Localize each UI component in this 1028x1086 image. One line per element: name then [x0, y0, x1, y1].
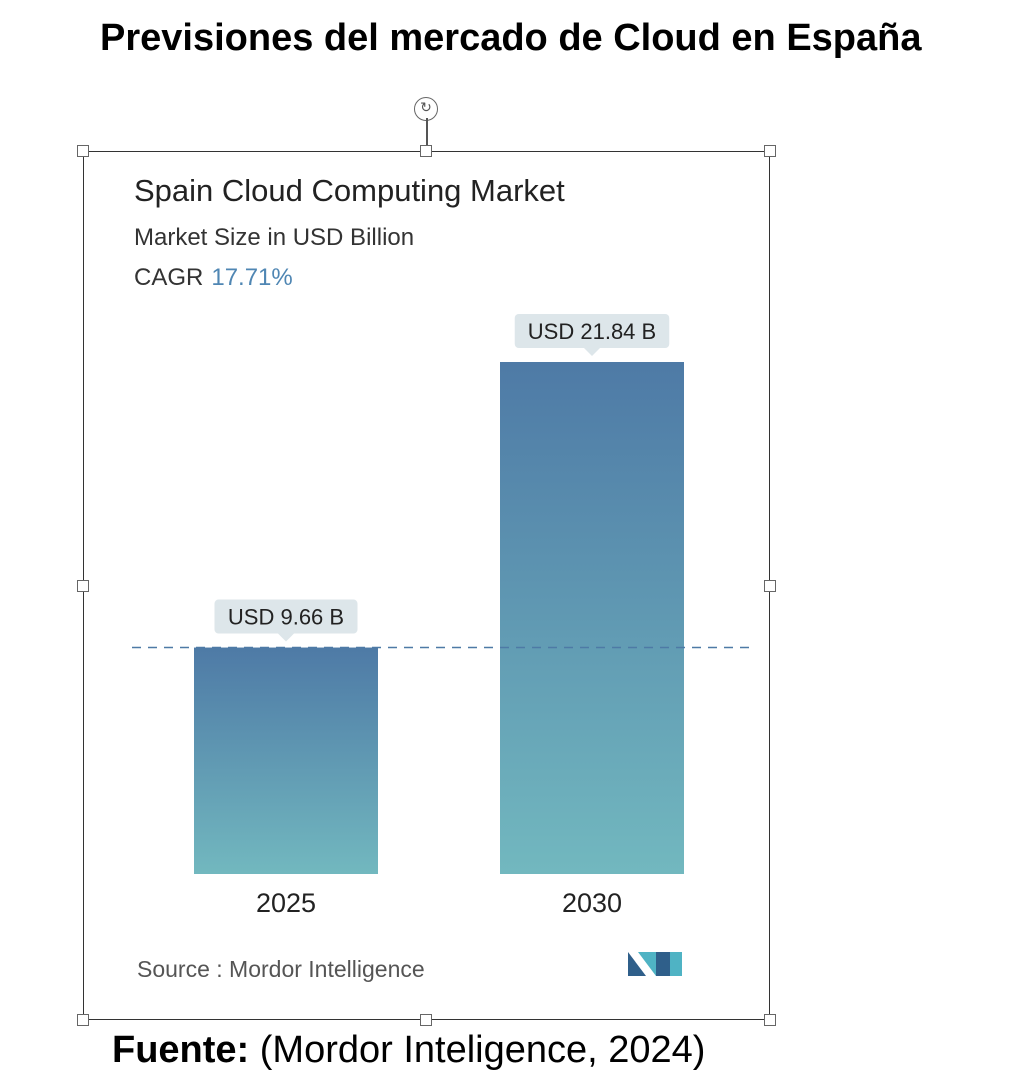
chart-source: Source : Mordor Intelligence: [137, 956, 425, 982]
resize-handle-middle-left[interactable]: [77, 580, 89, 592]
rotate-handle-stem: [426, 118, 428, 146]
cagr-label: CAGR: [134, 264, 203, 291]
data-label-bg-2025: [214, 599, 358, 634]
data-label-pointer-2025: [278, 633, 294, 642]
bar-2030: [500, 362, 684, 874]
resize-handle-middle-right[interactable]: [764, 580, 776, 592]
x-tick-label-2025: 2025: [256, 888, 316, 918]
mordor-logo-icon: [628, 952, 682, 976]
x-tick-label-2030: 2030: [562, 888, 622, 918]
footer-source: Fuente: (Mordor Inteligence, 2024): [112, 1026, 705, 1074]
resize-handle-top-center[interactable]: [420, 145, 432, 157]
resize-handle-top-left[interactable]: [77, 145, 89, 157]
resize-handle-top-right[interactable]: [764, 145, 776, 157]
chart-subtitle: Market Size in USD Billion: [134, 224, 414, 251]
data-label-pointer-2030: [584, 348, 600, 356]
footer-source-label: Fuente:: [112, 1029, 250, 1071]
resize-handle-bottom-center[interactable]: [420, 1014, 432, 1026]
document-title: Previsiones del mercado de Cloud en Espa…: [100, 17, 922, 59]
rotate-handle-icon[interactable]: ↻: [414, 97, 438, 121]
cagr-row: CAGR 17.71%: [134, 264, 293, 291]
data-label-2025: USD 9.66 B: [228, 605, 344, 630]
resize-handle-bottom-right[interactable]: [764, 1014, 776, 1026]
footer-source-text: (Mordor Inteligence, 2024): [249, 1029, 706, 1071]
data-label-2030: USD 21.84 B: [528, 319, 656, 344]
bars-layer: USD 9.66 B 2025 USD 21.84 B 2030: [194, 314, 684, 918]
data-label-bg-2030: [514, 314, 670, 348]
cagr-value: 17.71%: [211, 264, 292, 291]
bar-2025: [194, 647, 378, 874]
chart-title: Spain Cloud Computing Market: [134, 173, 565, 208]
resize-handle-bottom-left[interactable]: [77, 1014, 89, 1026]
